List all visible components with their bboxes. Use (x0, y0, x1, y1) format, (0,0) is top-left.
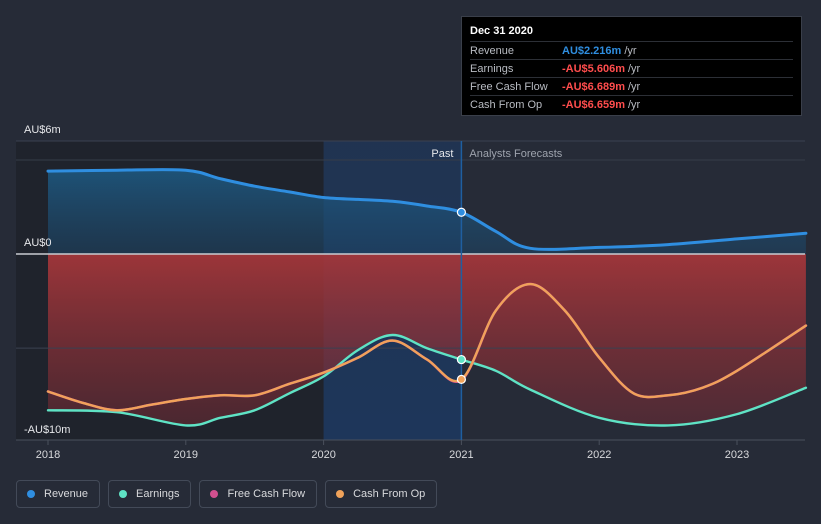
x-tick-label-2018: 2018 (36, 449, 60, 461)
legend: Revenue Earnings Free Cash Flow Cash From O… (16, 480, 438, 508)
tooltip-row-value: -AU$6.689m (562, 80, 625, 93)
cash-from-op-marker (456, 374, 466, 385)
revenue-area (48, 169, 806, 254)
tooltip-row-unit: /yr (624, 44, 637, 57)
legend-label: Cash From Op (353, 488, 426, 500)
x-tick-label-2019: 2019 (174, 449, 198, 461)
legend-label: Free Cash Flow (227, 488, 306, 500)
legend-item-cash-from-op[interactable]: Cash From Op (325, 480, 438, 508)
revenue-marker (456, 207, 466, 217)
legend-item-revenue[interactable]: Revenue (16, 480, 101, 508)
y-axis-label-2: -AU$10m (24, 424, 70, 436)
tooltip-row-unit: /yr (627, 98, 641, 111)
y-axis-label-1: AU$0 (24, 237, 52, 249)
x-tick-label-2023: 2023 (725, 449, 749, 461)
earnings-marker (456, 354, 466, 365)
legend-dot-icon (27, 490, 35, 498)
tooltip-row-label: Revenue (470, 44, 515, 57)
tooltip-row-value: -AU$6.659m (562, 98, 625, 111)
series-line-revenue (46, 168, 808, 251)
tooltip-row-unit: /yr (627, 62, 641, 75)
tooltip-row: Free Cash Flow -AU$6.689m/yr (470, 77, 793, 95)
series-line-cash-from-op (46, 282, 808, 412)
tooltip-row-value: -AU$5.606m (562, 62, 625, 75)
forecast-label: Analysts Forecasts (469, 148, 562, 160)
legend-label: Revenue (44, 488, 89, 500)
legend-dot-icon (210, 490, 219, 498)
tooltip: Dec 31 2020 Revenue AU$2.216m/yr Earnings -… (461, 16, 802, 116)
legend-item-earnings[interactable]: Earnings (108, 480, 192, 508)
legend-item-free-cash-flow[interactable]: Free Cash Flow (199, 480, 318, 508)
past-label: Past (431, 148, 453, 160)
x-tick-label-2022: 2022 (587, 449, 611, 461)
tooltip-row: Cash From Op -AU$6.659m/yr (470, 95, 793, 113)
tooltip-date: Dec 31 2020 (470, 25, 533, 37)
y-axis-label-0: AU$6m (24, 124, 61, 136)
legend-label: Earnings (136, 488, 180, 500)
legend-dot-icon (119, 490, 128, 498)
legend-dot-icon (336, 490, 345, 498)
tooltip-row-label: Cash From Op (470, 98, 543, 111)
tooltip-row-label: Free Cash Flow (470, 80, 548, 93)
tooltip-row-unit: /yr (627, 80, 641, 93)
tooltip-row-value: AU$2.216m (562, 44, 622, 57)
x-tick-label-2020: 2020 (311, 449, 335, 461)
x-tick-label-2021: 2021 (449, 449, 473, 461)
series-line-earnings (46, 333, 808, 427)
tooltip-row-label: Earnings (470, 62, 514, 75)
loss-area (48, 254, 806, 426)
tooltip-row: Revenue AU$2.216m/yr (470, 41, 793, 59)
tooltip-row: Earnings -AU$5.606m/yr (470, 59, 793, 77)
